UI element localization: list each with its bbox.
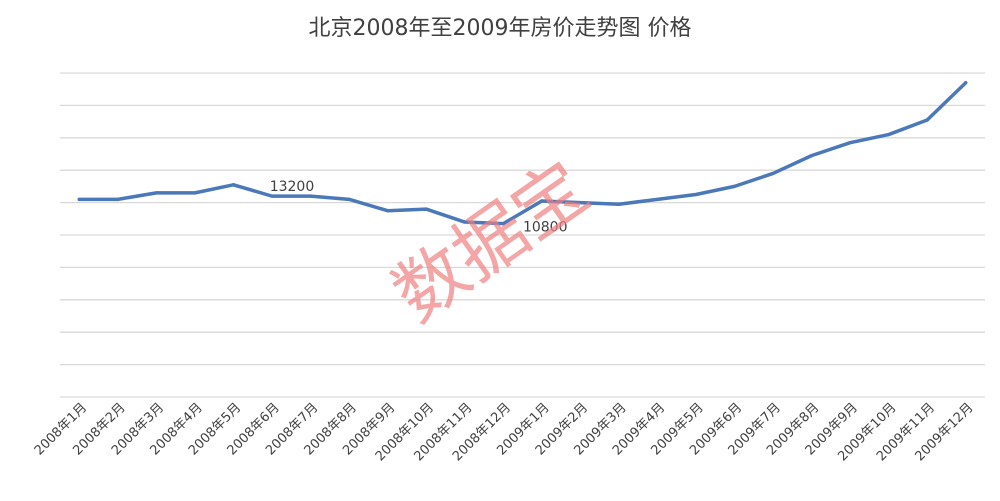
data-point (231, 183, 236, 187)
data-label: 10800 (523, 220, 568, 236)
data-point (617, 202, 621, 206)
data-point (424, 207, 428, 211)
data-point (655, 197, 659, 201)
data-point (77, 197, 81, 201)
grid-lines (60, 72, 985, 398)
data-point (347, 197, 351, 201)
data-point (771, 171, 775, 176)
data-label: 13200 (270, 179, 315, 195)
data-point (848, 141, 852, 145)
data-point (694, 192, 698, 197)
data-point (809, 154, 814, 158)
data-labels: 13200 10800 (270, 179, 568, 236)
data-point (578, 201, 582, 205)
data-point (925, 118, 929, 122)
data-point (154, 191, 158, 195)
data-point (193, 191, 197, 195)
data-point (270, 194, 274, 198)
series-lines (77, 80, 968, 226)
data-point (501, 222, 505, 226)
data-point (386, 209, 390, 213)
data-point (887, 132, 891, 137)
data-point (540, 199, 544, 203)
data-point (463, 220, 467, 224)
data-point (116, 197, 120, 201)
data-point (732, 184, 737, 188)
data-point (964, 81, 968, 85)
watermark: 数据宝 (378, 145, 603, 338)
data-point (308, 194, 313, 198)
watermark-text: 数据宝 (378, 145, 603, 338)
series-line (77, 80, 968, 226)
x-axis-tick-labels: 2008年1月2008年2月2008年3月2008年4月2008年5月2008年… (32, 400, 977, 464)
chart-title: 北京2008年至2009年房价走势图 价格 (308, 16, 692, 41)
